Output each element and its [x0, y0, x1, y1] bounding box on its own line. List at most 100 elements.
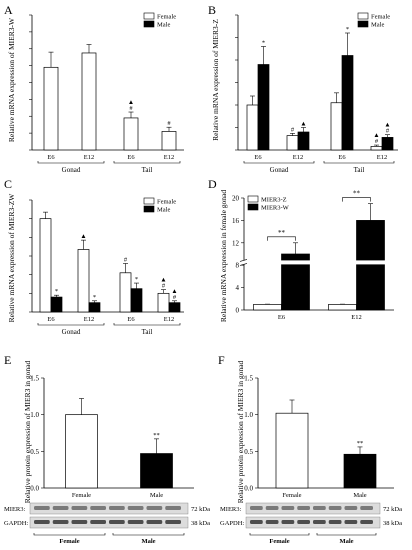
legend-swatch — [143, 20, 155, 28]
significance-bracket — [267, 236, 296, 241]
blot-band — [52, 520, 69, 524]
significance-mark: # — [173, 294, 177, 301]
axis-break-mark — [239, 263, 248, 266]
significance-mark: ▲ — [80, 233, 86, 240]
blot-band — [146, 506, 163, 510]
panel-letter: A — [4, 3, 13, 17]
blot-band — [250, 506, 263, 510]
blot-band — [165, 506, 181, 510]
group-label: Gonad — [62, 328, 81, 336]
bar-female — [286, 135, 299, 151]
x-tick-label: E12 — [377, 154, 387, 161]
blot-band — [265, 520, 279, 524]
blot-size-label: 38 kDa — [383, 520, 402, 527]
bar-female — [119, 272, 132, 313]
lane-bracket — [112, 533, 185, 536]
y-axis-label: Relative mRNA expression of MIER3-W — [7, 17, 16, 142]
x-tick-label: Male — [353, 492, 366, 499]
significance-mark: ▲ — [384, 122, 390, 129]
bar-mier3-z — [253, 304, 282, 311]
legend-swatch — [247, 203, 259, 211]
blot-band — [297, 520, 310, 524]
blot-band — [281, 520, 295, 524]
y-tick-label: 0.0 — [30, 485, 39, 493]
bar-female — [275, 412, 309, 489]
y-tick-label: 1.5 — [30, 375, 39, 383]
blot-band — [250, 520, 263, 524]
legend-label: Female — [157, 199, 176, 206]
bar-male — [168, 302, 181, 313]
panel-letter: E — [4, 353, 11, 367]
blot-row-label: MIER3: — [220, 506, 242, 513]
y-axis-label: Relative mRNA expression of MIER3-ZW — [7, 193, 16, 323]
y-axis-label: Relative protein expression of MIER3 in … — [23, 361, 32, 504]
axis-break-mark — [239, 259, 248, 262]
significance-mark: ▲ — [373, 132, 379, 139]
blot-band — [146, 520, 163, 524]
bar-male — [140, 453, 173, 489]
y-tick-label: 1.0 — [244, 411, 253, 419]
bar-male — [343, 453, 377, 489]
blot-band — [313, 506, 326, 510]
bar-male — [88, 302, 101, 313]
x-tick-label: Female — [72, 492, 91, 499]
y-tick-label: 0.5 — [244, 448, 253, 456]
significance-mark: # — [162, 283, 166, 290]
legend-swatch — [357, 12, 369, 20]
panel-letter: B — [208, 3, 216, 17]
group-bracket — [37, 323, 105, 326]
bar-female — [81, 52, 97, 151]
blot-band — [360, 506, 373, 510]
lane-bracket — [33, 533, 106, 536]
panel-letter: C — [4, 177, 12, 191]
significance-bracket — [342, 197, 371, 202]
y-axis-label: Relative protein expression of MIER3 in … — [236, 361, 245, 504]
lane-label: Male — [339, 538, 353, 545]
significance-mark: * — [262, 40, 265, 47]
bar-mier3-w — [356, 220, 385, 311]
blot-row-label: GAPDH: — [220, 520, 244, 527]
axis-break — [240, 260, 396, 265]
lane-label: Female — [59, 538, 79, 545]
bar-male — [257, 64, 270, 151]
blot-band — [109, 520, 125, 524]
x-tick-label: Female — [282, 492, 301, 499]
group-label: Tail — [142, 166, 153, 174]
lane-bracket — [249, 533, 310, 536]
legend-swatch — [357, 20, 369, 28]
blot-band — [90, 520, 106, 524]
bar-female — [43, 66, 59, 151]
group-bracket — [323, 161, 395, 164]
x-tick-label: E6 — [47, 154, 55, 161]
significance-mark: * — [93, 294, 96, 301]
lane-label: Female — [269, 538, 289, 545]
panel-letter: D — [208, 177, 217, 191]
y-tick-label: 0.0 — [244, 485, 253, 493]
significance-mark: # — [129, 105, 133, 112]
group-label: Gonad — [62, 166, 81, 174]
bar-male — [50, 296, 63, 313]
bar-male — [381, 137, 394, 151]
blot-band — [109, 506, 125, 510]
bar-female — [161, 131, 177, 151]
lane-bracket — [316, 533, 377, 536]
legend-label: MIER3-Z — [261, 197, 287, 204]
blot-size-label: 38 kDa — [191, 520, 210, 527]
legend-label: Male — [371, 22, 384, 29]
blot-size-label: 72 kDa — [191, 506, 210, 513]
y-tick-label: 12 — [232, 239, 240, 247]
legend-label: Male — [157, 207, 170, 214]
significance-mark: ** — [353, 190, 361, 198]
blot-band — [281, 506, 295, 510]
bar-male — [130, 288, 143, 313]
blot-band — [265, 506, 279, 510]
x-tick-label: E6 — [254, 154, 262, 161]
y-tick-label: 1.0 — [30, 411, 39, 419]
significance-mark: # — [375, 138, 379, 145]
blot-band — [127, 506, 144, 510]
blot-band — [127, 520, 144, 524]
blot-band — [313, 520, 326, 524]
x-tick-label: E12 — [84, 154, 94, 161]
x-tick-label: E6 — [47, 316, 55, 323]
x-tick-label: E6 — [278, 314, 286, 321]
